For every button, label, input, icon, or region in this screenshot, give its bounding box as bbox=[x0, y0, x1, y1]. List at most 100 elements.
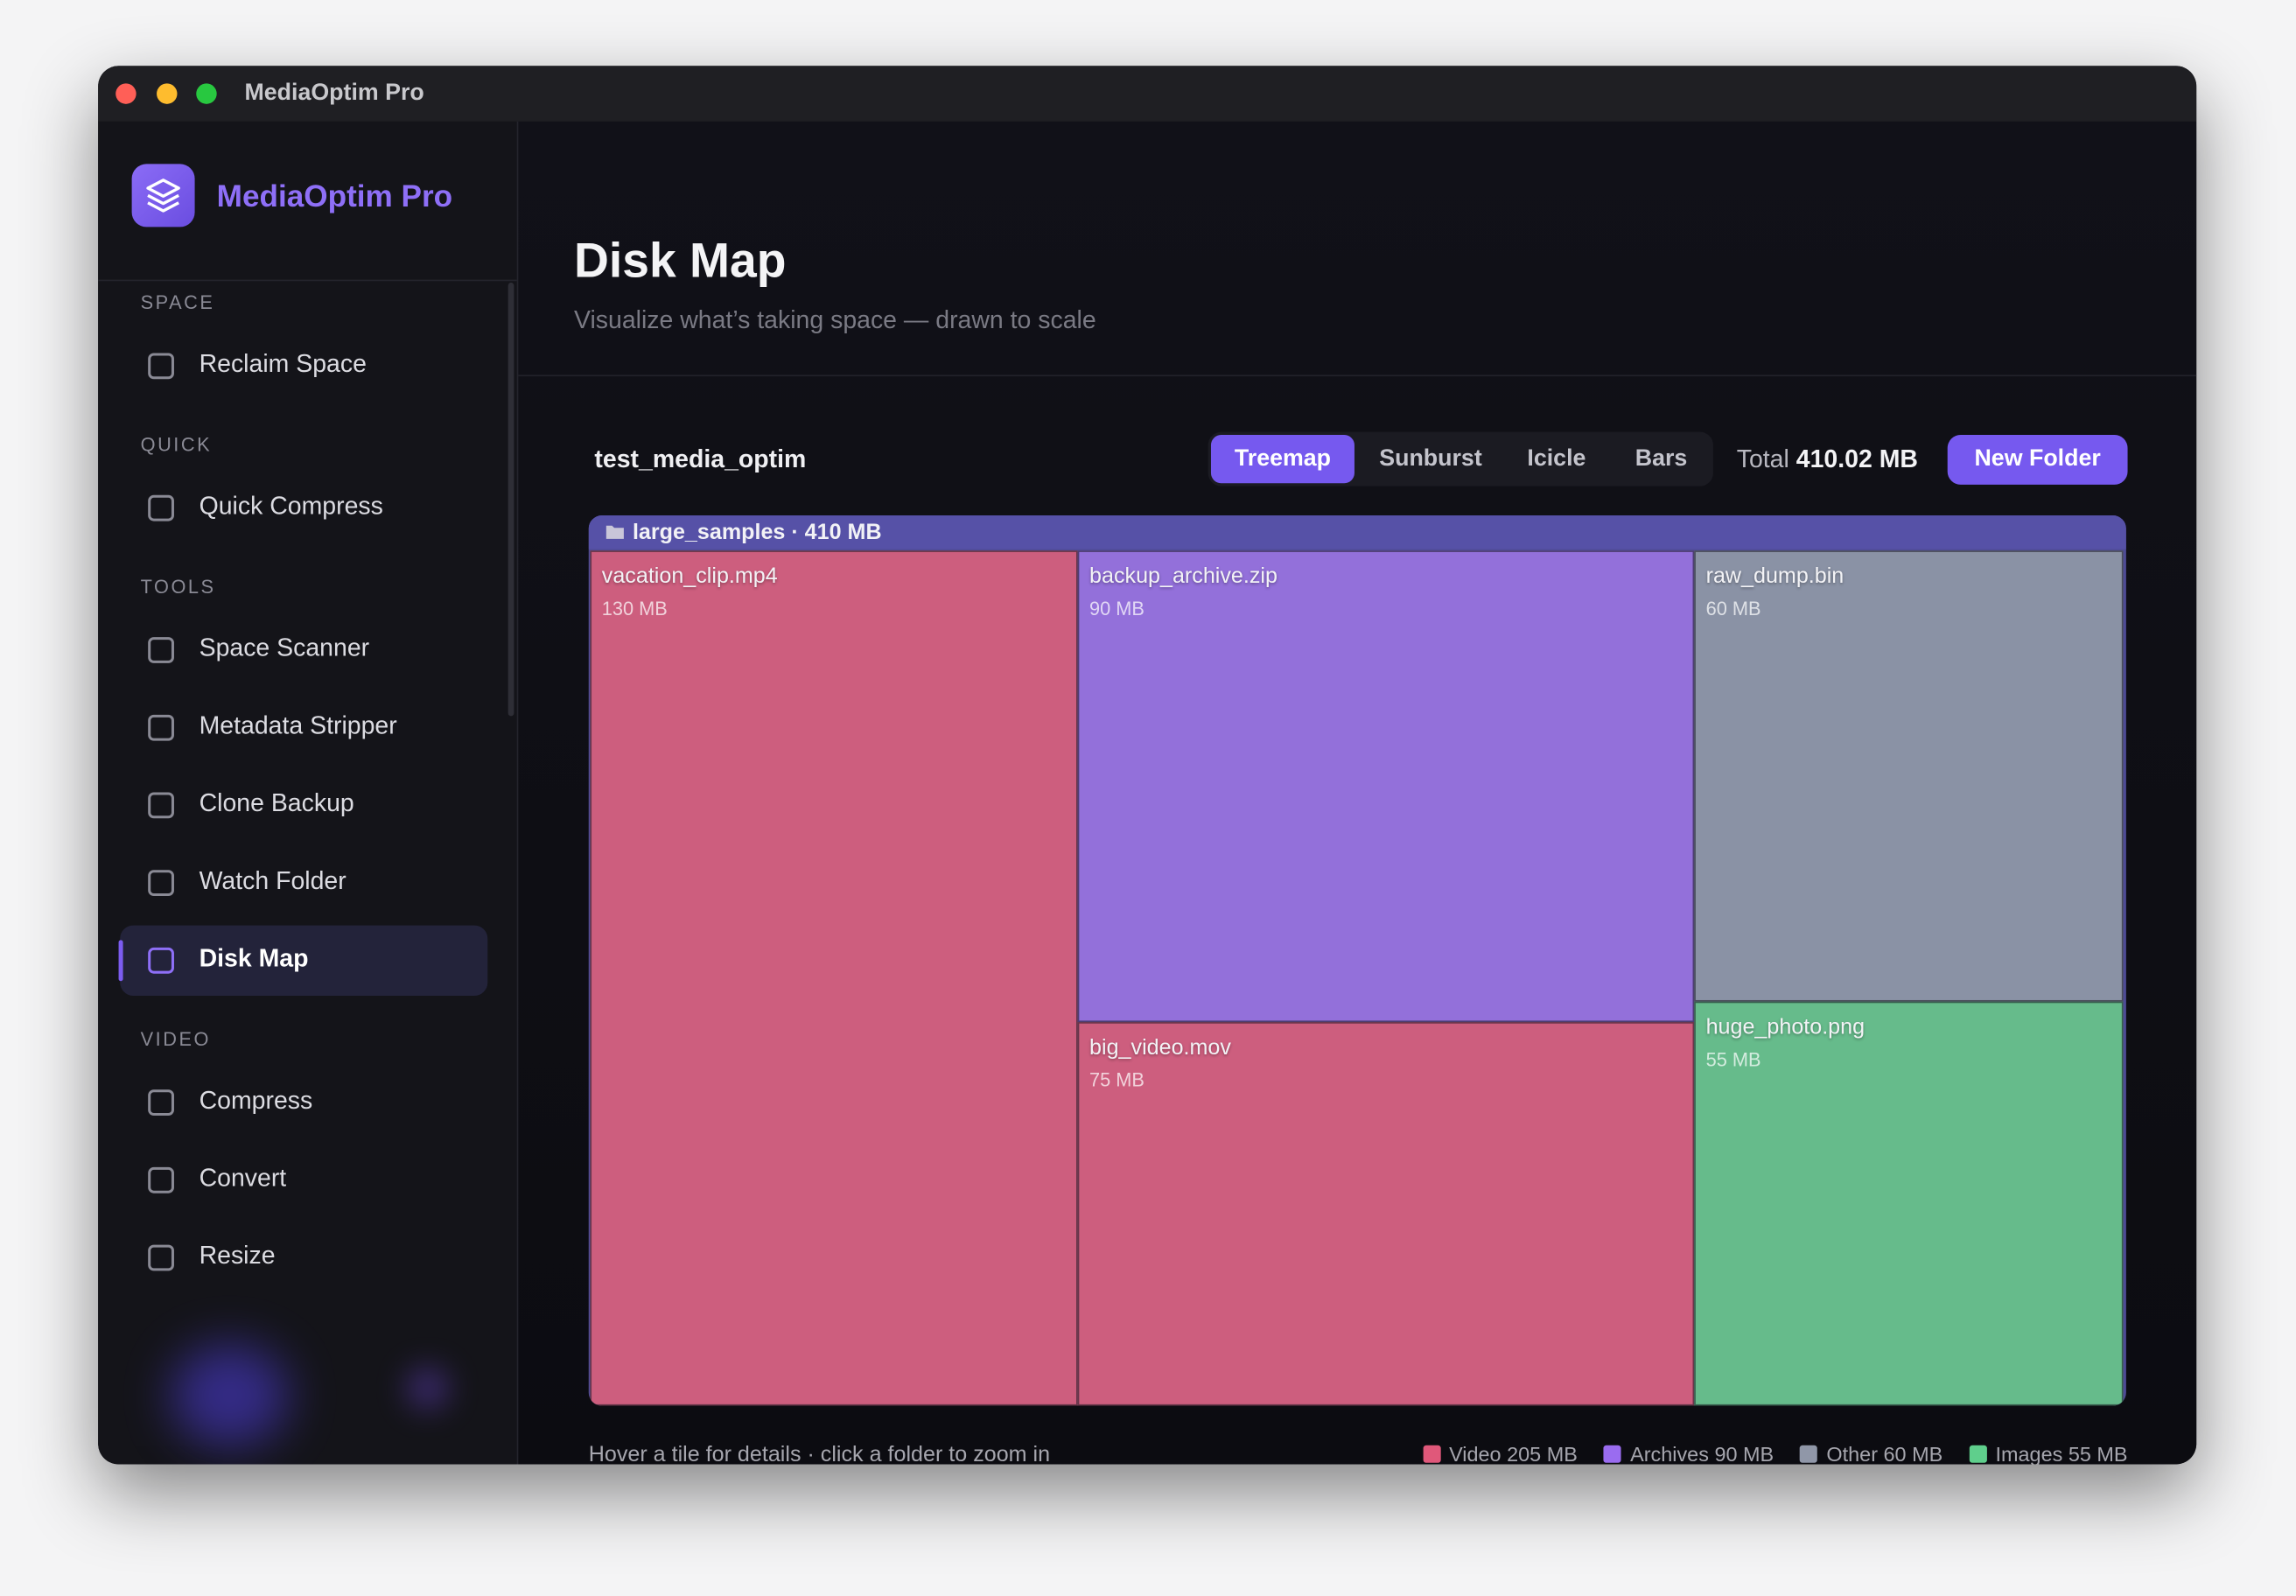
app-logo bbox=[131, 164, 195, 228]
tile-size: 75 MB bbox=[1089, 1068, 1144, 1091]
legend-entry: Images 55 MB bbox=[1969, 1442, 2128, 1465]
close-button[interactable] bbox=[116, 83, 136, 104]
new-folder-button[interactable]: New Folder bbox=[1947, 435, 2128, 485]
nav-icon bbox=[145, 1164, 178, 1196]
nav-icon bbox=[145, 1087, 178, 1119]
section-heading: QUICK bbox=[140, 433, 213, 456]
divider bbox=[98, 279, 517, 282]
scrollbar bbox=[508, 282, 514, 717]
treemap-tile[interactable]: big_video.mov 75 MB bbox=[1077, 1022, 1695, 1406]
total-value: 410.02 MB bbox=[1796, 444, 1918, 473]
nav-item[interactable]: Space Scanner bbox=[199, 634, 370, 662]
legend-swatch bbox=[1969, 1445, 1987, 1463]
view-tab[interactable]: Sunburst bbox=[1379, 446, 1482, 472]
minimize-button[interactable] bbox=[157, 83, 178, 104]
section-heading: SPACE bbox=[140, 291, 215, 314]
icon-glyph bbox=[148, 714, 174, 741]
legend: Video 205 MB Archives 90 MB Other 60 MB Ima… bbox=[1422, 1442, 2128, 1465]
active-highlight bbox=[120, 925, 488, 996]
icon-glyph bbox=[148, 1244, 174, 1271]
nav-icon bbox=[145, 789, 178, 822]
view-switcher: Treemap Sunburst Icicle Bars bbox=[1208, 431, 1713, 486]
treemap-tile[interactable]: backup_archive.zip 90 MB bbox=[1077, 550, 1695, 1023]
view-tab[interactable]: Icicle bbox=[1527, 446, 1586, 472]
view-tab[interactable]: Treemap bbox=[1210, 435, 1354, 484]
treemap: large_samples · 410 MB vacation_clip.mp4… bbox=[588, 515, 2126, 1406]
tile-name: big_video.mov bbox=[1089, 1035, 1231, 1060]
legend-label: Images 55 MB bbox=[1995, 1442, 2128, 1465]
nav-item[interactable]: Reclaim Space bbox=[199, 349, 367, 378]
root-label: large_samples · 410 MB bbox=[632, 520, 882, 545]
nav-item[interactable]: Clone Backup bbox=[199, 789, 354, 817]
tile-size: 130 MB bbox=[601, 597, 668, 620]
total: Total 410.02 MB bbox=[1737, 445, 1918, 474]
tile-size: 60 MB bbox=[1705, 597, 1761, 620]
legend-entry: Other 60 MB bbox=[1800, 1442, 1942, 1464]
treemap-tile[interactable]: vacation_clip.mp4 130 MB bbox=[590, 550, 1078, 1406]
nav-icon bbox=[145, 1242, 178, 1274]
legend-label: Other 60 MB bbox=[1826, 1442, 1943, 1465]
hint: Hover a tile for details · click a folde… bbox=[588, 1442, 1051, 1465]
nav-icon bbox=[145, 711, 178, 744]
app-name: MediaOptim Pro bbox=[216, 179, 453, 214]
legend-swatch bbox=[1800, 1445, 1818, 1463]
nav-item[interactable]: Compress bbox=[199, 1086, 313, 1115]
nav-icon bbox=[145, 944, 178, 976]
icon-glyph bbox=[148, 947, 174, 974]
sidebar: MediaOptim Pro SPACE Reclaim Space QUICK Qu… bbox=[98, 121, 519, 1465]
glow bbox=[171, 1344, 289, 1447]
tile-name: raw_dump.bin bbox=[1705, 564, 1844, 589]
nav-item[interactable]: Resize bbox=[199, 1242, 276, 1270]
nav-list: SPACE Reclaim Space QUICK Quick Compress TOO… bbox=[98, 281, 517, 1328]
legend-entry: Archives 90 MB bbox=[1603, 1442, 1774, 1465]
legend-entry: Video 205 MB bbox=[1422, 1442, 1578, 1465]
nav-item[interactable]: Disk Map bbox=[199, 944, 309, 973]
nav-icon bbox=[145, 634, 178, 667]
nav-item[interactable]: Convert bbox=[199, 1164, 287, 1193]
icon-glyph bbox=[148, 353, 174, 380]
window-title: MediaOptim Pro bbox=[244, 80, 424, 106]
treemap-root-header[interactable]: large_samples · 410 MB bbox=[588, 515, 2126, 550]
zoom-button[interactable] bbox=[196, 83, 217, 104]
logo-icon bbox=[146, 178, 180, 213]
icon-glyph bbox=[148, 870, 174, 896]
page-title: Disk Map bbox=[574, 233, 787, 288]
tile-size: 90 MB bbox=[1089, 597, 1144, 620]
icon-glyph bbox=[148, 1089, 174, 1116]
treemap-tile[interactable]: raw_dump.bin 60 MB bbox=[1694, 550, 2124, 1002]
total-label: Total bbox=[1736, 444, 1789, 473]
main-content: Disk Map Visualize what’s taking space —… bbox=[518, 121, 2197, 1465]
tile-size: 55 MB bbox=[1705, 1048, 1761, 1071]
legend-swatch bbox=[1422, 1445, 1441, 1463]
nav-icon bbox=[145, 350, 178, 382]
treemap-tile[interactable]: huge_photo.png 55 MB bbox=[1694, 1001, 2124, 1406]
divider bbox=[518, 374, 2197, 377]
active-indicator bbox=[118, 940, 123, 982]
icon-glyph bbox=[148, 637, 174, 663]
nav-item[interactable]: Watch Folder bbox=[199, 866, 346, 895]
page-subtitle: Visualize what’s taking space — drawn to… bbox=[574, 305, 1096, 334]
nav-item[interactable]: Quick Compress bbox=[199, 492, 383, 521]
title-bar: MediaOptim Pro bbox=[98, 66, 2197, 122]
section-heading: VIDEO bbox=[140, 1027, 211, 1050]
icon-glyph bbox=[148, 494, 174, 522]
nav-icon bbox=[145, 492, 178, 524]
view-tab[interactable]: Bars bbox=[1634, 446, 1688, 472]
legend-label: Archives 90 MB bbox=[1630, 1442, 1774, 1465]
legend-label: Video 205 MB bbox=[1449, 1442, 1578, 1465]
nav-icon bbox=[145, 867, 178, 900]
nav-item[interactable]: Metadata Stripper bbox=[199, 711, 397, 740]
legend-swatch bbox=[1603, 1445, 1622, 1463]
icon-glyph bbox=[148, 792, 174, 819]
icon-glyph bbox=[148, 1166, 174, 1194]
folder-name: test_media_optim bbox=[594, 444, 807, 473]
tile-name: huge_photo.png bbox=[1705, 1014, 1866, 1040]
tile-name: backup_archive.zip bbox=[1089, 564, 1278, 589]
window: MediaOptim Pro MediaOptim Pro SPACE Recla… bbox=[98, 66, 2197, 1465]
glow bbox=[405, 1366, 450, 1410]
folder-icon bbox=[606, 525, 624, 539]
tile-name: vacation_clip.mp4 bbox=[601, 564, 778, 589]
section-heading: TOOLS bbox=[140, 575, 216, 598]
